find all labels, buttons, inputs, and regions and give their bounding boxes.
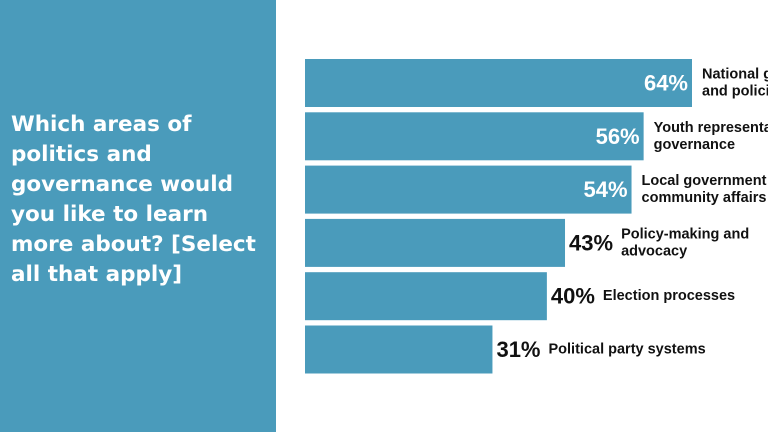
bar — [305, 112, 644, 161]
question-panel: Which areas of politics and governance w… — [0, 0, 276, 432]
value-label: 64% — [644, 71, 688, 96]
bar — [305, 218, 566, 267]
category-label: Youth representation ingovernance — [654, 120, 768, 153]
category-label: Political party systems — [549, 342, 706, 358]
category-label: National governanceand policies — [702, 67, 768, 100]
category-label: Policy-making and advocacy — [621, 226, 749, 259]
survey-question: Which areas of politics and governance w… — [11, 112, 256, 287]
value-label: 43% — [569, 230, 613, 255]
category-label: Local government andcommunity affairs — [642, 173, 768, 206]
bar — [305, 272, 547, 321]
bar — [305, 59, 692, 107]
value-label: 31% — [496, 337, 540, 362]
value-label: 40% — [551, 284, 595, 309]
category-label: Election processes — [603, 288, 735, 304]
bar — [305, 325, 493, 374]
value-label: 54% — [583, 177, 627, 202]
value-label: 56% — [596, 124, 640, 149]
bar — [305, 165, 632, 214]
